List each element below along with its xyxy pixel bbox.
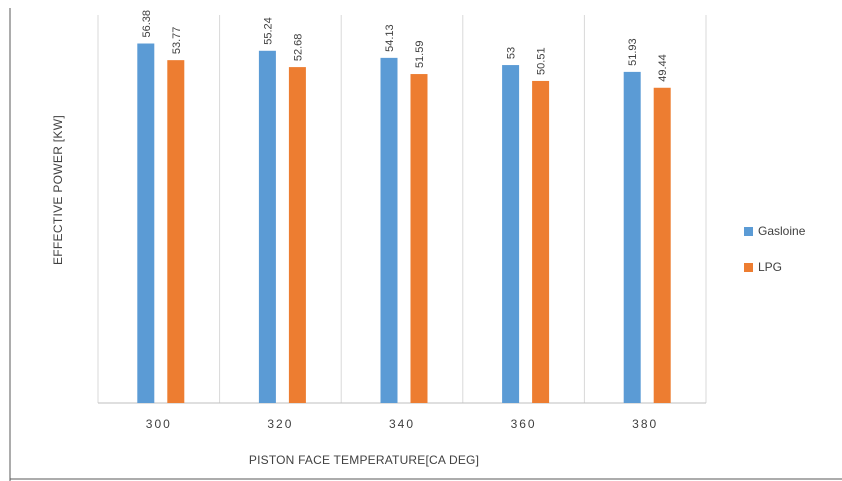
x-axis-label: PISTON FACE TEMPERATURE[CA DEG] [248, 453, 480, 467]
x-tick-label-380: 380 [632, 417, 658, 431]
bar-gasloine-320 [258, 50, 276, 403]
x-tick-label-300: 300 [146, 417, 172, 431]
bar-gasloine-340 [380, 57, 398, 404]
bar-lpg-380 [653, 87, 671, 403]
bar-gasloine-360 [502, 65, 520, 403]
x-tick-label-340: 340 [389, 417, 415, 431]
legend-item-lpg: LPG [744, 258, 805, 276]
data-label-lpg-320: 52.68 [292, 34, 304, 62]
legend-swatch-lpg [744, 262, 753, 272]
bar-gasloine-300 [137, 43, 155, 403]
x-tick-label-360: 360 [511, 417, 537, 431]
bar-lpg-340 [410, 74, 428, 403]
bar-lpg-320 [288, 67, 306, 404]
bar-lpg-300 [167, 60, 185, 404]
data-label-lpg-360: 50.51 [536, 47, 548, 75]
data-label-gasloine-380: 51.93 [627, 38, 639, 66]
data-label-gasloine-340: 54.13 [384, 24, 396, 52]
y-axis-label: EFFECTIVE POWER [KW] [51, 114, 65, 266]
legend: Gasloine LPG [744, 222, 805, 294]
x-tick-label-320: 320 [267, 417, 293, 431]
bar-lpg-360 [532, 80, 550, 404]
data-label-gasloine-300: 56.38 [141, 10, 153, 38]
data-label-gasloine-320: 55.24 [262, 17, 274, 45]
bar-gasloine-380 [623, 71, 641, 404]
data-label-lpg-300: 53.77 [171, 27, 183, 55]
legend-swatch-gasloine [744, 226, 753, 236]
data-label-lpg-340: 51.59 [414, 41, 426, 69]
legend-label-gasloine: Gasloine [758, 224, 806, 238]
legend-item-gasloine: Gasloine [744, 222, 805, 240]
data-label-lpg-380: 49.44 [657, 54, 669, 82]
legend-label-lpg: LPG [758, 260, 783, 274]
data-label-gasloine-360: 53 [506, 47, 518, 59]
